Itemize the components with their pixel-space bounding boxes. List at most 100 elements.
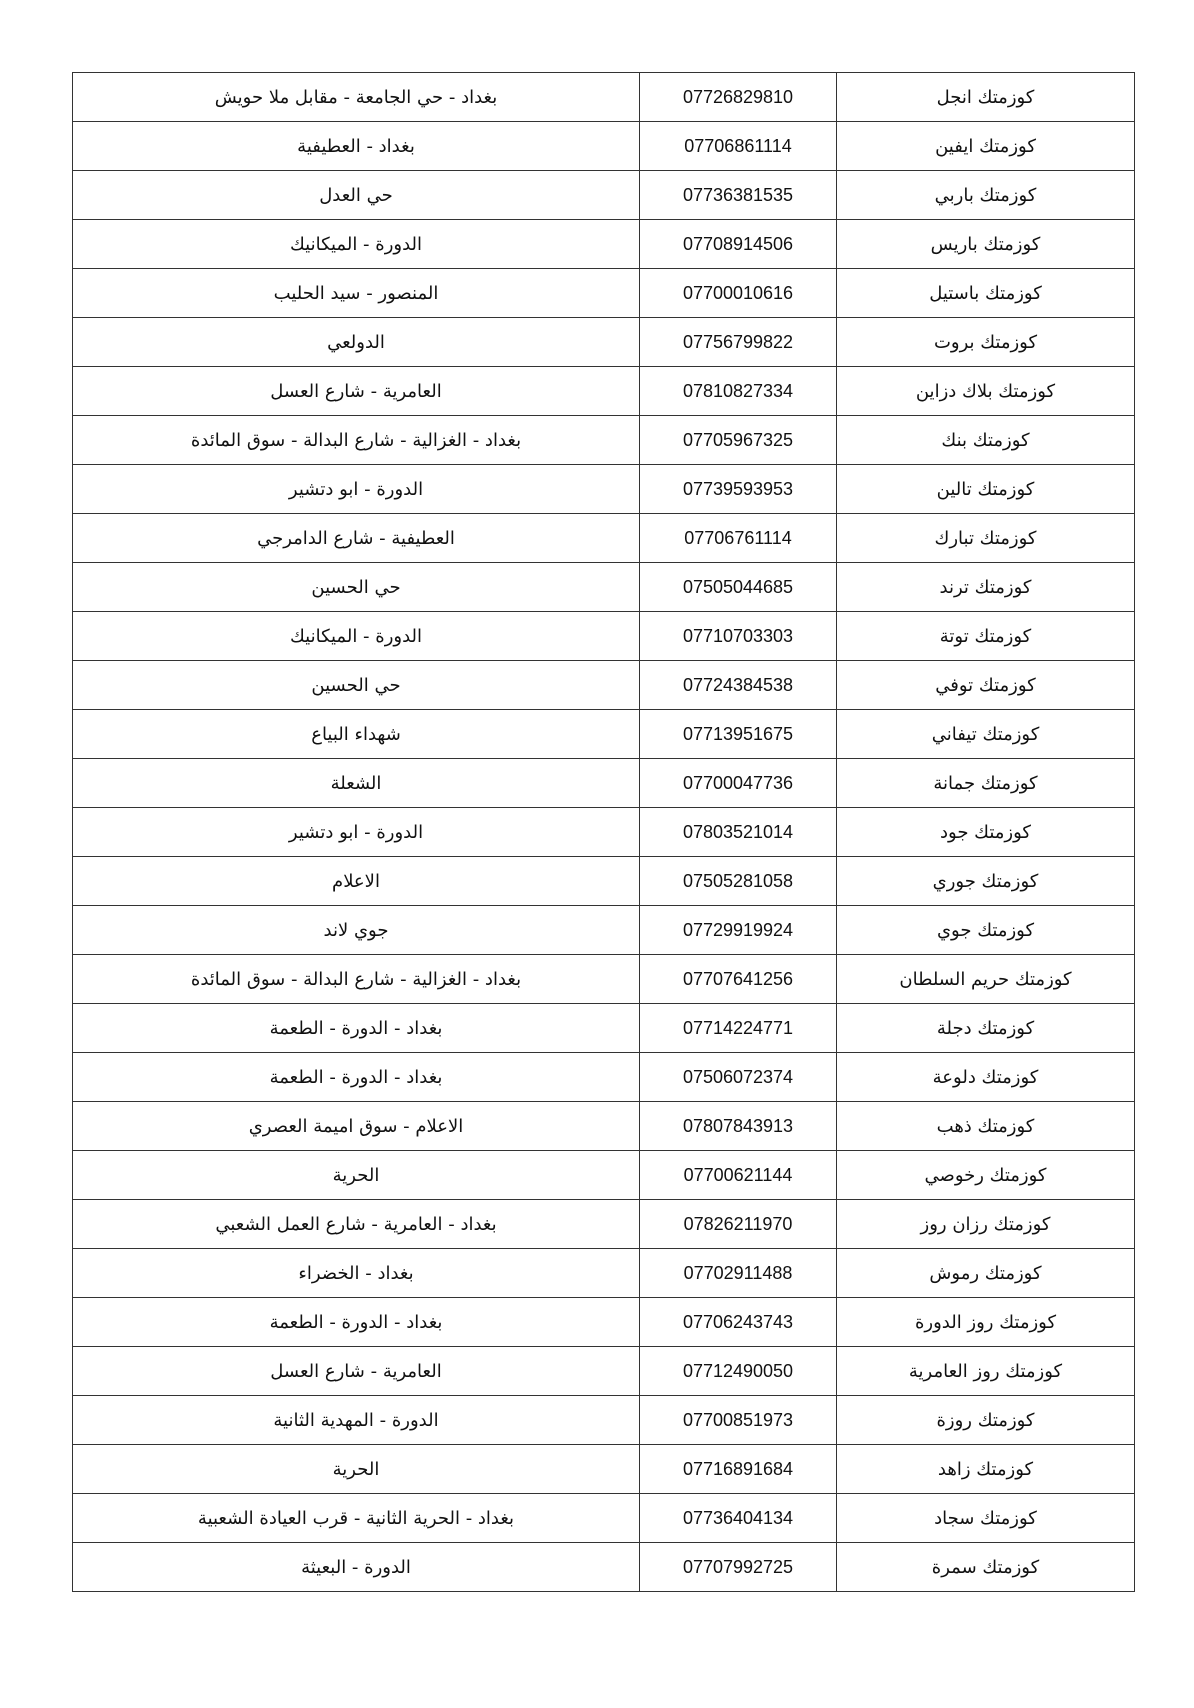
table-row: كوزمتك رخوصي 07700621144 الحرية [72, 1150, 1135, 1200]
address-cell: بغداد - الحرية الثانية - قرب العيادة الش… [72, 1493, 640, 1543]
phone-cell: 07729919924 [639, 905, 837, 955]
shop-name-cell: كوزمتك بلاك دزاين [836, 366, 1135, 416]
address-cell: العطيفية - شارع الدامرجي [72, 513, 640, 563]
shop-name-cell: كوزمتك روز الدورة [836, 1297, 1135, 1347]
shop-name-cell: كوزمتك ايفين [836, 121, 1135, 171]
phone-cell: 07505044685 [639, 562, 837, 612]
table-row: كوزمتك جوري 07505281058 الاعلام [72, 856, 1135, 906]
table-row: كوزمتك روزة 07700851973 الدورة - المهدية ا… [72, 1395, 1135, 1445]
shop-name-cell: كوزمتك جوري [836, 856, 1135, 906]
table-row: كوزمتك ترند 07505044685 حي الحسين [72, 562, 1135, 612]
shop-name-cell: كوزمتك بنك [836, 415, 1135, 465]
table-row: كوزمتك سمرة 07707992725 الدورة - البعيثة [72, 1542, 1135, 1592]
shop-name-cell: كوزمتك توفي [836, 660, 1135, 710]
shop-name-cell: كوزمتك بروت [836, 317, 1135, 367]
table-row: كوزمتك رموش 07702911488 بغداد - الخضراء [72, 1248, 1135, 1298]
table-row: كوزمتك روز العامرية 07712490050 العامرية -… [72, 1346, 1135, 1396]
shop-name-cell: كوزمتك باستيل [836, 268, 1135, 318]
table-row: كوزمتك انجل 07726829810 بغداد - حي الجامعة… [72, 72, 1135, 122]
address-cell: الدورة - ابو دتشير [72, 807, 640, 857]
shop-name-cell: كوزمتك تيفاني [836, 709, 1135, 759]
phone-cell: 07736381535 [639, 170, 837, 220]
table-row: كوزمتك باستيل 07700010616 المنصور - سيد ال… [72, 268, 1135, 318]
shop-name-cell: كوزمتك انجل [836, 72, 1135, 122]
table-row: كوزمتك ايفين 07706861114 بغداد - العطيفية [72, 121, 1135, 171]
phone-cell: 07506072374 [639, 1052, 837, 1102]
address-cell: بغداد - الدورة - الطعمة [72, 1297, 640, 1347]
address-cell: بغداد - العامرية - شارع العمل الشعبي [72, 1199, 640, 1249]
shop-name-cell: كوزمتك روزة [836, 1395, 1135, 1445]
shop-name-cell: كوزمتك سجاد [836, 1493, 1135, 1543]
address-cell: الشعلة [72, 758, 640, 808]
address-cell: بغداد - الغزالية - شارع البدالة - سوق ال… [72, 954, 640, 1004]
table-row: كوزمتك دجلة 07714224771 بغداد - الدورة - ا… [72, 1003, 1135, 1053]
phone-cell: 07707992725 [639, 1542, 837, 1592]
phone-cell: 07707641256 [639, 954, 837, 1004]
address-cell: الاعلام - سوق اميمة العصري [72, 1101, 640, 1151]
address-cell: الاعلام [72, 856, 640, 906]
shop-name-cell: كوزمتك رخوصي [836, 1150, 1135, 1200]
phone-cell: 07807843913 [639, 1101, 837, 1151]
phone-cell: 07710703303 [639, 611, 837, 661]
phone-cell: 07826211970 [639, 1199, 837, 1249]
address-cell: الدولعي [72, 317, 640, 367]
address-cell: العامرية - شارع العسل [72, 366, 640, 416]
phone-cell: 07716891684 [639, 1444, 837, 1494]
shop-name-cell: كوزمتك دجلة [836, 1003, 1135, 1053]
table-row: كوزمتك ذهب 07807843913 الاعلام - سوق اميمة… [72, 1101, 1135, 1151]
table-row: كوزمتك دلوعة 07506072374 بغداد - الدورة - … [72, 1052, 1135, 1102]
phone-cell: 07724384538 [639, 660, 837, 710]
address-cell: بغداد - الدورة - الطعمة [72, 1052, 640, 1102]
table-row: كوزمتك تبارك 07706761114 العطيفية - شارع ا… [72, 513, 1135, 563]
shop-name-cell: كوزمتك رموش [836, 1248, 1135, 1298]
table-row: كوزمتك سجاد 07736404134 بغداد - الحرية الث… [72, 1493, 1135, 1543]
shop-name-cell: كوزمتك ذهب [836, 1101, 1135, 1151]
shop-name-cell: كوزمتك تبارك [836, 513, 1135, 563]
contacts-table: كوزمتك انجل 07726829810 بغداد - حي الجامعة… [72, 72, 1135, 1592]
shop-name-cell: كوزمتك ترند [836, 562, 1135, 612]
phone-cell: 07706761114 [639, 513, 837, 563]
phone-cell: 07708914506 [639, 219, 837, 269]
shop-name-cell: كوزمتك باربي [836, 170, 1135, 220]
phone-cell: 07700010616 [639, 268, 837, 318]
table-row: كوزمتك بنك 07705967325 بغداد - الغزالية - … [72, 415, 1135, 465]
table-row: كوزمتك روز الدورة 07706243743 بغداد - الدو… [72, 1297, 1135, 1347]
table-row: كوزمتك توفي 07724384538 حي الحسين [72, 660, 1135, 710]
address-cell: الدورة - الميكانيك [72, 611, 640, 661]
address-cell: الحرية [72, 1150, 640, 1200]
address-cell: بغداد - الغزالية - شارع البدالة - سوق ال… [72, 415, 640, 465]
address-cell: الدورة - البعيثة [72, 1542, 640, 1592]
phone-cell: 07700851973 [639, 1395, 837, 1445]
table-row: كوزمتك رزان روز 07826211970 بغداد - العامر… [72, 1199, 1135, 1249]
address-cell: حي الحسين [72, 562, 640, 612]
table-row: كوزمتك باريس 07708914506 الدورة - الميكاني… [72, 219, 1135, 269]
shop-name-cell: كوزمتك زاهد [836, 1444, 1135, 1494]
shop-name-cell: كوزمتك روز العامرية [836, 1346, 1135, 1396]
phone-cell: 07810827334 [639, 366, 837, 416]
phone-cell: 07736404134 [639, 1493, 837, 1543]
phone-cell: 07706243743 [639, 1297, 837, 1347]
address-cell: الدورة - الميكانيك [72, 219, 640, 269]
table-row: كوزمتك توتة 07710703303 الدورة - الميكانيك [72, 611, 1135, 661]
table-row: كوزمتك بروت 07756799822 الدولعي [72, 317, 1135, 367]
table-row: كوزمتك زاهد 07716891684 الحرية [72, 1444, 1135, 1494]
address-cell: بغداد - الخضراء [72, 1248, 640, 1298]
address-cell: الدورة - ابو دتشير [72, 464, 640, 514]
table-row: كوزمتك تالين 07739593953 الدورة - ابو دتشي… [72, 464, 1135, 514]
contacts-table-body: كوزمتك انجل 07726829810 بغداد - حي الجامعة… [72, 72, 1135, 1592]
shop-name-cell: كوزمتك تالين [836, 464, 1135, 514]
table-row: كوزمتك جوي 07729919924 جوي لاند [72, 905, 1135, 955]
phone-cell: 07705967325 [639, 415, 837, 465]
table-row: كوزمتك بلاك دزاين 07810827334 العامرية - ش… [72, 366, 1135, 416]
shop-name-cell: كوزمتك سمرة [836, 1542, 1135, 1592]
shop-name-cell: كوزمتك دلوعة [836, 1052, 1135, 1102]
shop-name-cell: كوزمتك جود [836, 807, 1135, 857]
address-cell: بغداد - الدورة - الطعمة [72, 1003, 640, 1053]
shop-name-cell: كوزمتك حريم السلطان [836, 954, 1135, 1004]
shop-name-cell: كوزمتك توتة [836, 611, 1135, 661]
shop-name-cell: كوزمتك جوي [836, 905, 1135, 955]
address-cell: حي العدل [72, 170, 640, 220]
phone-cell: 07700047736 [639, 758, 837, 808]
table-row: كوزمتك جود 07803521014 الدورة - ابو دتشير [72, 807, 1135, 857]
shop-name-cell: كوزمتك جمانة [836, 758, 1135, 808]
